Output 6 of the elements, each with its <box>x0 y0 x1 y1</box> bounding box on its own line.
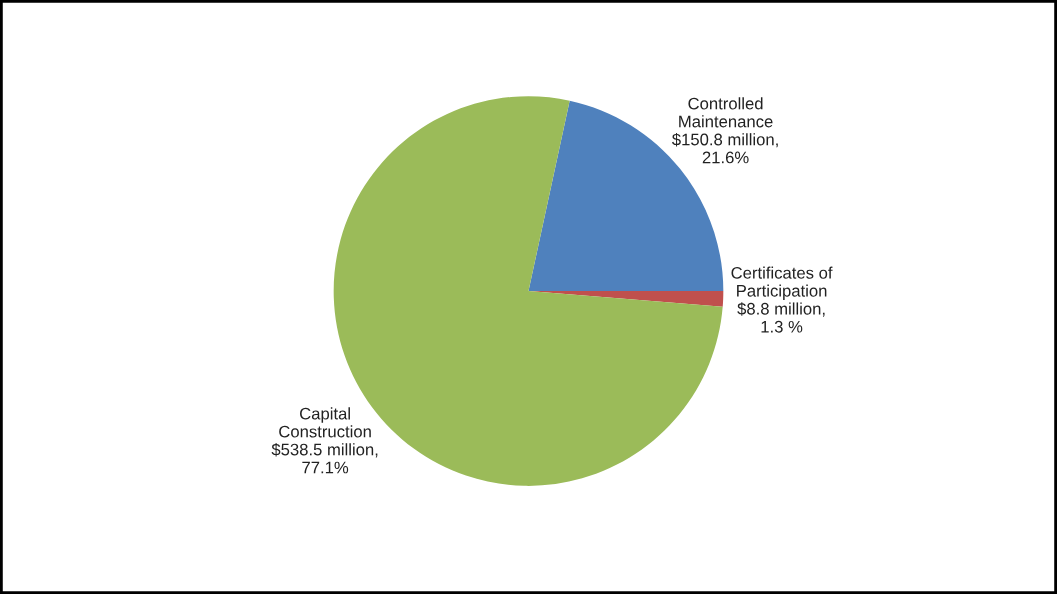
slice-label: Certificates of Participation <box>731 266 833 301</box>
slice-label: Capital Construction <box>279 407 371 438</box>
data-label: $538.5 million, 77.1% <box>271 442 378 474</box>
slice-label: Controlled Maintenance <box>679 97 773 128</box>
data-label: $8.8 million, 1.3 % <box>737 302 825 333</box>
data-label: $150.8 million, 21.6% <box>672 132 778 164</box>
